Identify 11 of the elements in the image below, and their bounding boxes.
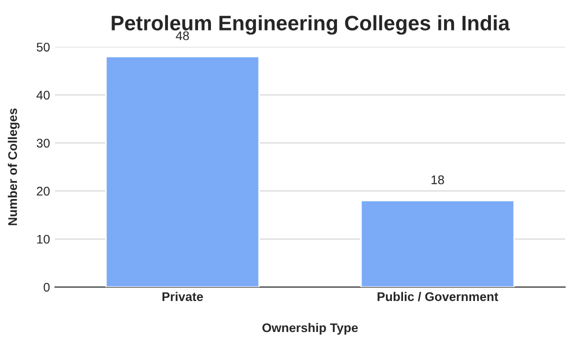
- x-tick-label: Private: [162, 292, 203, 302]
- y-tick-label: 30: [36, 138, 50, 148]
- x-tick-label: Public / Government: [378, 292, 498, 302]
- y-tick-label: 0: [44, 282, 50, 292]
- x-axis-title: Ownership Type: [262, 323, 358, 335]
- y-axis-title: Number of Colleges: [8, 108, 20, 226]
- y-tick-label: 40: [36, 90, 50, 100]
- data-label: 18: [432, 175, 444, 184]
- y-tick-label: 10: [37, 234, 50, 244]
- y-tick-label: 20: [36, 186, 50, 196]
- y-tick-label: 50: [36, 42, 50, 52]
